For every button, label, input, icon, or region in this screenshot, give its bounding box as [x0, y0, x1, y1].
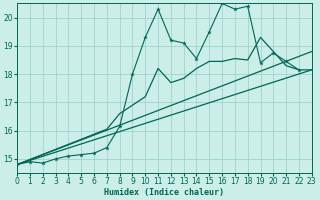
- X-axis label: Humidex (Indice chaleur): Humidex (Indice chaleur): [105, 188, 225, 197]
